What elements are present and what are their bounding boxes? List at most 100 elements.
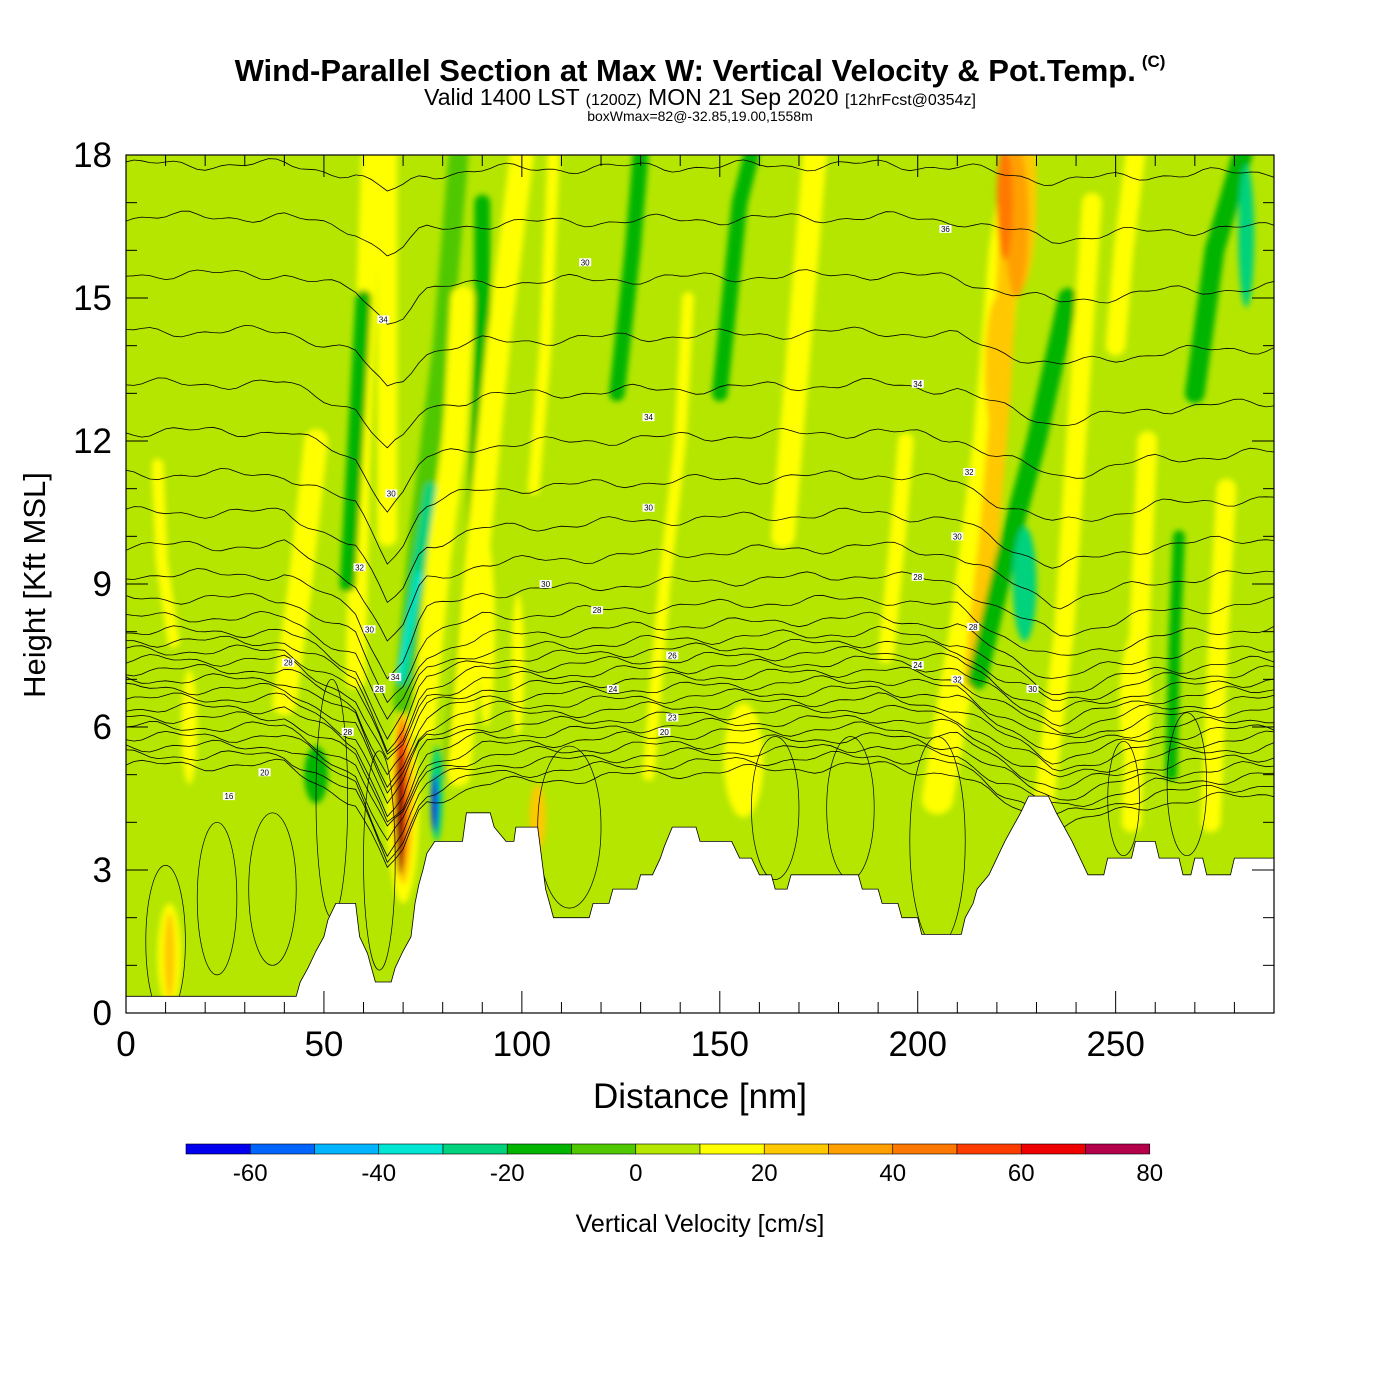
isentrope-label-17: 23	[668, 713, 677, 722]
isentrope-label-15: 26	[668, 652, 677, 661]
isentrope-18	[126, 539, 1274, 642]
colorbar-swatch-8	[699, 1143, 765, 1155]
velocity-cell-1	[164, 912, 176, 999]
isentrope-label-bg-10	[579, 258, 592, 267]
isentrope-22	[126, 377, 1274, 449]
isentrope-label-bg-2	[341, 727, 354, 736]
y-tick-label-6: 6	[93, 708, 112, 747]
velocity-contour-0	[145, 864, 186, 1013]
isentrope-24	[126, 269, 1274, 325]
velocity-contour-2	[248, 812, 297, 966]
potential-temperature-contours: 16 20 28 28 28 34 30 32 30 34 30 34 30 30 28 26 24 23 20 36…	[126, 158, 1274, 869]
isentrope-label-13: 30	[541, 580, 550, 589]
isentrope-label-bg-3	[282, 658, 295, 667]
isentrope-5	[126, 711, 1274, 823]
velocity-plume-7	[396, 571, 422, 683]
isentrope-label-26: 32	[953, 675, 962, 684]
isentrope-label-bg-15	[666, 651, 679, 660]
isentrope-3	[126, 730, 1274, 842]
velocity-cell-2	[181, 669, 198, 785]
isentrope-label-22: 30	[953, 532, 962, 541]
isentrope-label-14: 28	[593, 606, 602, 615]
isentrope-6	[126, 702, 1274, 818]
velocity-plume-18	[963, 155, 1023, 690]
isentrope-label-bg-7	[353, 563, 366, 572]
isentrope-12	[126, 644, 1274, 755]
colorbar-swatch-5	[506, 1143, 572, 1155]
valid-time-zulu: (1200Z)	[585, 92, 642, 109]
velocity-contour-1	[196, 821, 238, 976]
isentrope-23	[126, 324, 1274, 387]
velocity-plume-8	[411, 286, 475, 739]
velocity-contour-9	[1107, 740, 1140, 857]
isentrope-label-bg-5	[389, 672, 402, 681]
y-tick-label-18: 18	[73, 136, 112, 175]
velocity-cell-14	[723, 703, 764, 818]
isentrope-label-bg-16	[606, 684, 619, 693]
isentrope-label-10: 30	[581, 258, 590, 267]
isentrope-label-1: 20	[260, 768, 269, 777]
x-axis-label: Distance [nm]	[593, 1077, 807, 1116]
colorbar-tick-label-4: 20	[751, 1160, 778, 1187]
y-tick-label-9: 9	[93, 565, 112, 604]
colorbar-tick-label-6: 60	[1008, 1160, 1035, 1187]
colorbar-tick-label-7: 80	[1136, 1160, 1163, 1187]
velocity-plume-15	[771, 155, 827, 549]
velocity-plume-20	[1034, 192, 1102, 809]
velocity-cell-15	[763, 650, 803, 689]
isentrope-label-bg-8	[385, 489, 398, 498]
isentrope-13	[126, 635, 1274, 753]
isentrope-2	[126, 739, 1274, 858]
y-axis-label: Height [Kft MSL]	[17, 472, 52, 698]
isentrope-label-bg-20	[911, 379, 924, 388]
isentrope-label-bg-18	[658, 727, 671, 736]
isentrope-26	[126, 158, 1274, 192]
isentrope-25	[126, 210, 1274, 257]
colorbar-swatch-1	[249, 1143, 315, 1155]
colorbar-swatch-4	[442, 1143, 508, 1155]
isentrope-16	[126, 593, 1274, 704]
velocity-cell-18	[996, 155, 1013, 260]
isentrope-9	[126, 673, 1274, 788]
plot-area: 16 20 28 28 28 34 30 32 30 34 30 34 30 30 28 26 24 23 20 36…	[126, 155, 1274, 1013]
colorbar-swatch-7	[635, 1143, 701, 1155]
isentrope-label-bg-13	[539, 580, 552, 588]
isentrope-label-11: 34	[644, 413, 653, 422]
box-wmax-info: boxWmax=82@-32.85,19.00,1558m	[587, 108, 813, 124]
velocity-plume-14	[711, 155, 760, 402]
colorbar-label: Vertical Velocity [cm/s]	[576, 1210, 825, 1238]
colorbar-swatch-6	[571, 1143, 637, 1155]
forecast-info: [12hrFcst@0354z]	[844, 92, 976, 109]
isentrope-0	[126, 758, 1274, 869]
x-tick-label-200: 200	[889, 1025, 947, 1064]
isentrope-label-27: 30	[1028, 685, 1037, 694]
copyright-mark: (C)	[1141, 52, 1166, 71]
velocity-plume-24	[1184, 155, 1253, 404]
isentrope-label-bg-14	[591, 606, 604, 615]
isentrope-label-bg-22	[951, 532, 964, 541]
velocity-plume-19	[967, 288, 1079, 690]
velocity-cell-19	[985, 298, 1009, 441]
isentrope-10	[126, 664, 1274, 776]
colorbar-tick-label-3: 0	[629, 1160, 642, 1187]
velocity-contours	[145, 678, 1208, 1013]
isentrope-7	[126, 692, 1274, 804]
colorbar-swatch-0	[185, 1143, 251, 1155]
colorbar-swatch-11	[892, 1143, 958, 1155]
isentrope-17	[126, 568, 1274, 680]
velocity-plume-25	[1105, 155, 1146, 356]
isentrope-label-21: 32	[965, 468, 974, 477]
isentrope-label-18: 20	[660, 728, 669, 737]
colorbar-swatch-2	[314, 1143, 380, 1155]
velocity-plume-22	[1165, 530, 1185, 781]
isentrope-label-12: 30	[644, 504, 653, 513]
colorbar: -60 -40 -20 0 20 40 60 80	[185, 1143, 1163, 1187]
isentrope-21	[126, 426, 1274, 513]
colorbar-tick-label-1: -40	[361, 1160, 396, 1187]
isentrope-label-bg-6	[363, 625, 376, 634]
velocity-plume-10	[446, 155, 534, 787]
isentrope-label-25: 24	[913, 661, 922, 670]
colorbar-swatch-9	[763, 1143, 829, 1155]
